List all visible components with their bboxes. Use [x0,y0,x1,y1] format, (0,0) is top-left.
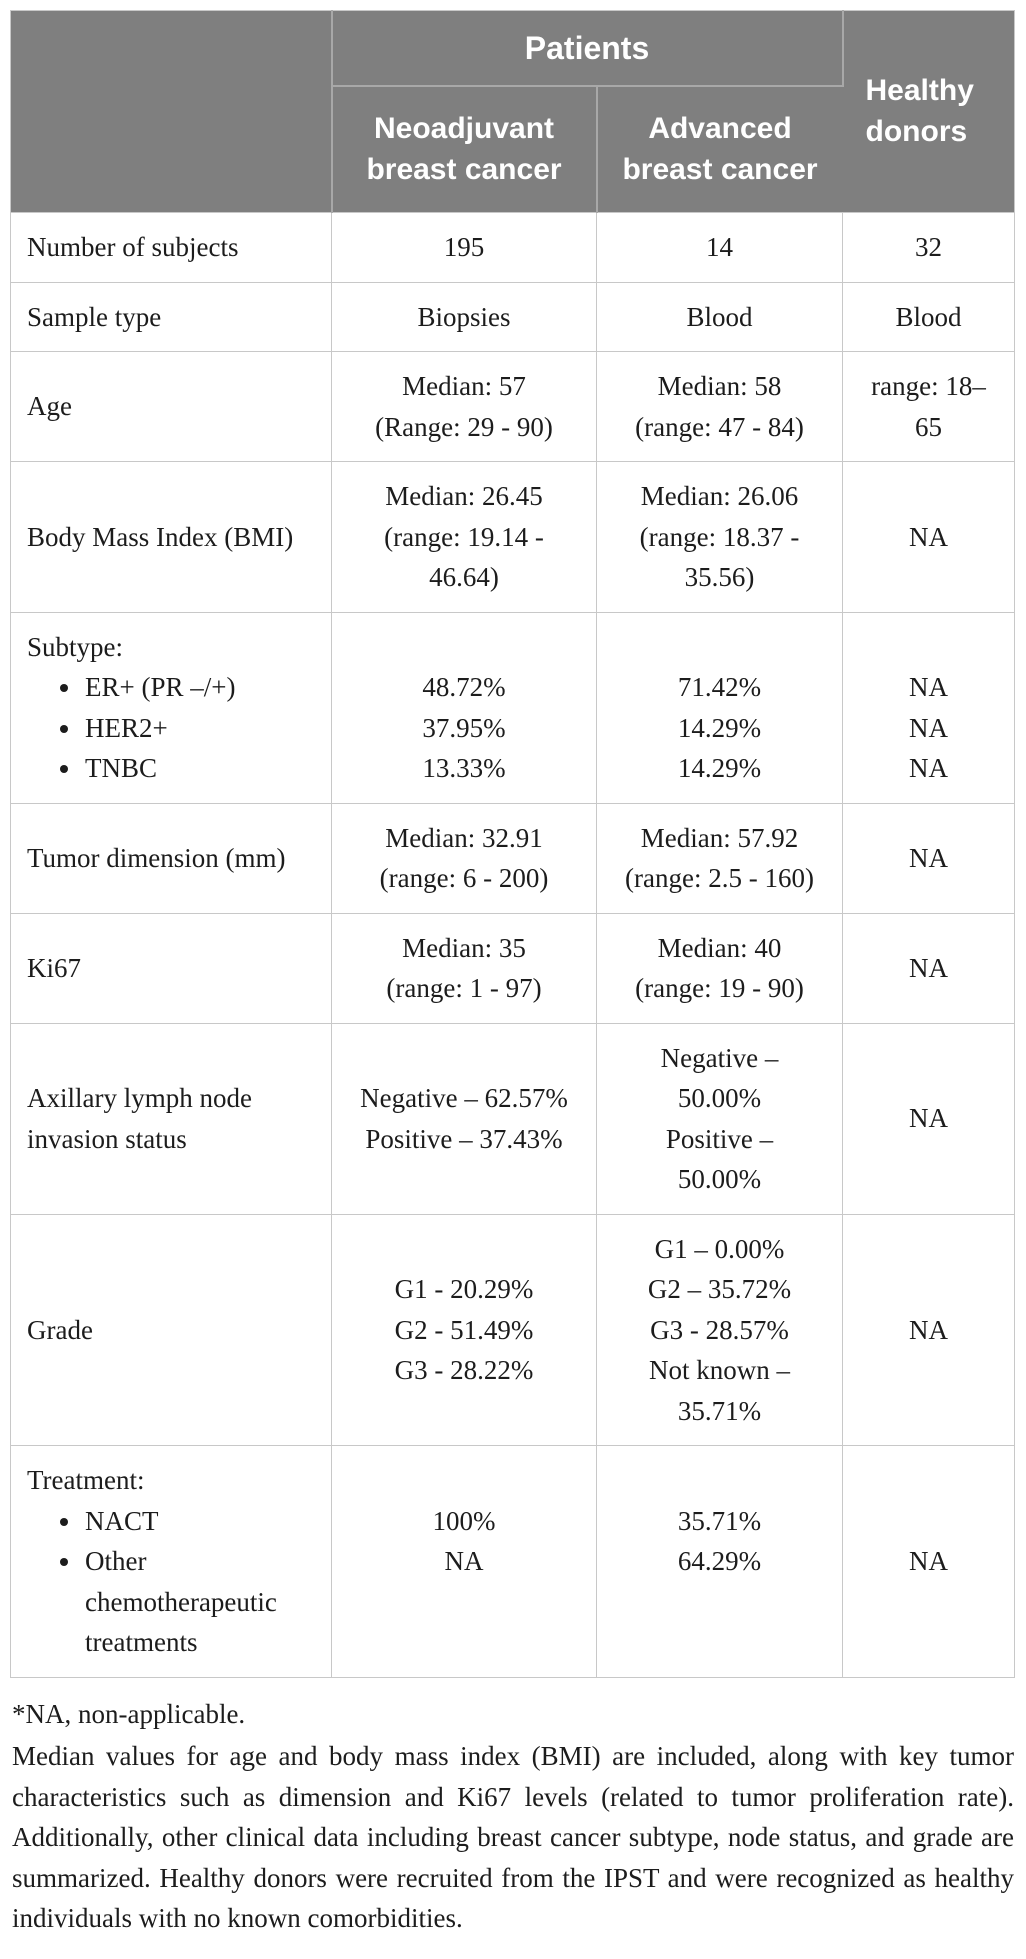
data-cell: 32 [842,212,1016,283]
bullet-item: ER+ (PR –/+) [83,667,323,708]
table-caption: Median values for age and body mass inde… [12,1741,1014,1933]
data-cell: G1 - 20.29% G2 - 51.49% G3 - 28.22% [331,1213,597,1446]
table-header: Patients Healthy donors Neoadjuvant brea… [10,10,1015,213]
bullet-item: HER2+ [83,708,323,749]
data-cell: 14 [595,212,844,283]
table-footnote: *NA, non-applicable. [12,1698,246,1729]
row-label: Number of subjects [10,212,332,283]
row-label: Body Mass Index (BMI) [10,461,332,613]
data-cell: Negative – 50.00% Positive – 50.00% [595,1022,844,1215]
data-cell: 195 [331,212,597,283]
data-cell: Median: 26.06 (range: 18.37 - 35.56) [595,461,844,613]
header-col-advanced: Advanced breast cancer [596,86,843,213]
table-row: Grade G1 - 20.29% G2 - 51.49% G3 - 28.22%… [10,1213,1016,1446]
header-col-neoadjuvant: Neoadjuvant breast cancer [331,86,598,213]
bullet-item: NACT [83,1501,323,1542]
data-cell: Negative – 62.57% Positive – 37.43% [331,1022,597,1215]
data-cell: NA [842,1213,1016,1446]
data-cell: 71.42% 14.29% 14.29% [595,611,844,804]
data-cell: Median: 26.45 (range: 19.14 - 46.64) [331,461,597,613]
row-label: Axillary lymph node invasion status [10,1022,332,1215]
data-cell: Median: 57 (Range: 29 - 90) [331,351,597,462]
header-group-patients: Patients [331,10,844,87]
row-label: Sample type [10,281,332,352]
table-row: Number of subjects 195 14 32 [10,212,1016,283]
bullet-item: Other chemotherapeutic treatments [83,1541,323,1663]
data-cell: 48.72% 37.95% 13.33% [331,611,597,804]
row-label: Treatment:NACTOther chemotherapeutic tre… [10,1445,332,1678]
row-label-bullets: ER+ (PR –/+)HER2+TNBC [27,667,323,789]
row-label-bullets: NACTOther chemotherapeutic treatments [27,1501,323,1663]
data-cell: NA [842,1022,1016,1215]
data-cell: Median: 32.91 (range: 6 - 200) [331,802,597,914]
table-row: Body Mass Index (BMI) Median: 26.45 (rang… [10,461,1016,613]
table-row: Treatment:NACTOther chemotherapeutic tre… [10,1445,1016,1678]
table-row: Subtype:ER+ (PR –/+)HER2+TNBC 48.72% 37.… [10,611,1016,804]
table-row: Axillary lymph node invasion status Negat… [10,1022,1016,1215]
table-row: Ki67 Median: 35 (range: 1 - 97) Median: 40… [10,912,1016,1024]
data-cell: Median: 57.92 (range: 2.5 - 160) [595,802,844,914]
table-row: Age Median: 57 (Range: 29 - 90) Median: 58… [10,351,1016,462]
data-cell: NA [842,461,1016,613]
header-col-healthy-donors: Healthy donors [842,10,1015,213]
row-label: Subtype:ER+ (PR –/+)HER2+TNBC [10,611,332,804]
data-cell: range: 18– 65 [842,351,1016,462]
data-cell: 100% NA [331,1445,597,1678]
data-cell: NA [842,1445,1016,1678]
row-label: Tumor dimension (mm) [10,802,332,914]
clinical-characteristics-table: Patients Healthy donors Neoadjuvant brea… [10,10,1016,1678]
data-cell: NA [842,802,1016,914]
row-label: Ki67 [10,912,332,1024]
row-label: Age [10,351,332,462]
data-cell: G1 – 0.00% G2 – 35.72% G3 - 28.57% Not k… [595,1213,844,1446]
data-cell: Median: 35 (range: 1 - 97) [331,912,597,1024]
data-cell: NA NA NA [842,611,1016,804]
table-row: Sample type Biopsies Blood Blood [10,281,1016,352]
data-cell: 35.71% 64.29% [595,1445,844,1678]
data-cell: Median: 58 (range: 47 - 84) [595,351,844,462]
data-cell: Blood [842,281,1016,352]
bullet-item: TNBC [83,748,323,789]
data-cell: Biopsies [331,281,597,352]
data-cell: NA [842,912,1016,1024]
data-cell: Blood [595,281,844,352]
table-body: Number of subjects 195 14 32 Sample type Biop… [10,212,1016,1678]
header-corner-cell [10,10,333,213]
table-row: Tumor dimension (mm) Median: 32.91 (range… [10,802,1016,914]
data-cell: Median: 40 (range: 19 - 90) [595,912,844,1024]
row-label: Grade [10,1213,332,1446]
